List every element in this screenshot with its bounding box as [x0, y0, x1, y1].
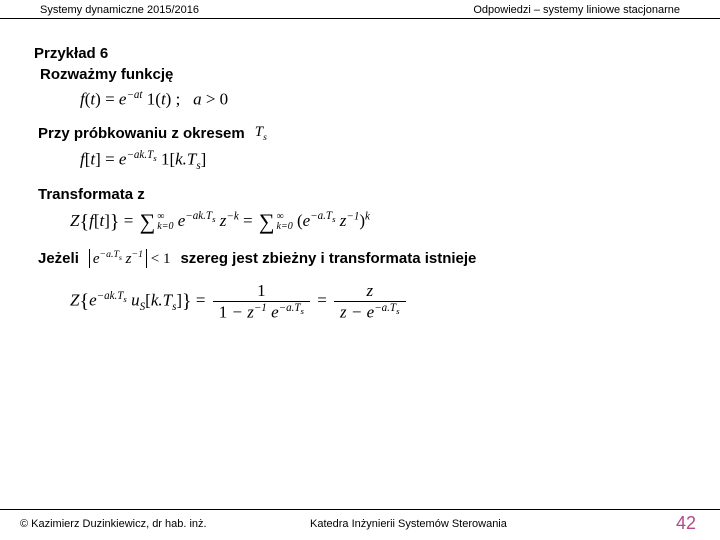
slide-header: Systemy dynamiczne 2015/2016 Odpowiedzi …	[0, 0, 720, 19]
slide-content: Przykład 6 Rozważmy funkcję f(t) = e−at …	[0, 19, 720, 321]
header-left: Systemy dynamiczne 2015/2016	[40, 4, 199, 16]
text-ztransform: Transformata z	[38, 186, 690, 203]
footer-affiliation: Katedra Inżynierii Systemów Sterowania	[280, 518, 676, 530]
formula-ztransform-series: Z{f[t]} = ∑∞k=0 e−ak.Ts z−k = ∑∞k=0 (e−a…	[70, 209, 690, 235]
formula-convergence-cond: e−a.Ts z−1 < 1	[89, 249, 171, 268]
text-consider-function: Rozważmy funkcję	[40, 66, 690, 83]
footer-page-number: 42	[676, 513, 700, 534]
row-convergence: Jeżeli e−a.Ts z−1 < 1 szereg jest zbieżn…	[38, 249, 690, 268]
row-sampling: Przy próbkowaniu z okresem Ts	[38, 124, 690, 143]
formula-ft: f(t) = e−at 1(t) ; a > 0	[80, 89, 690, 110]
text-sampling: Przy próbkowaniu z okresem	[38, 125, 245, 142]
header-right: Odpowiedzi – systemy liniowe stacjonarne	[473, 4, 680, 16]
formula-ts: Ts	[255, 124, 267, 143]
footer-author: © Kazimierz Duzinkiewicz, dr hab. inż.	[20, 518, 280, 530]
example-title: Przykład 6	[34, 45, 690, 62]
slide-footer: © Kazimierz Duzinkiewicz, dr hab. inż. K…	[0, 509, 720, 534]
text-series-converges: szereg jest zbieżny i transformata istni…	[180, 250, 476, 267]
formula-fkts: f[t] = e−ak.Ts 1[k.Ts]	[80, 149, 690, 172]
text-if: Jeżeli	[38, 250, 79, 267]
formula-zresult: Z{e−ak.Ts uS[k.Ts]} = 1 1 − z−1 e−a.Ts =…	[70, 282, 690, 321]
